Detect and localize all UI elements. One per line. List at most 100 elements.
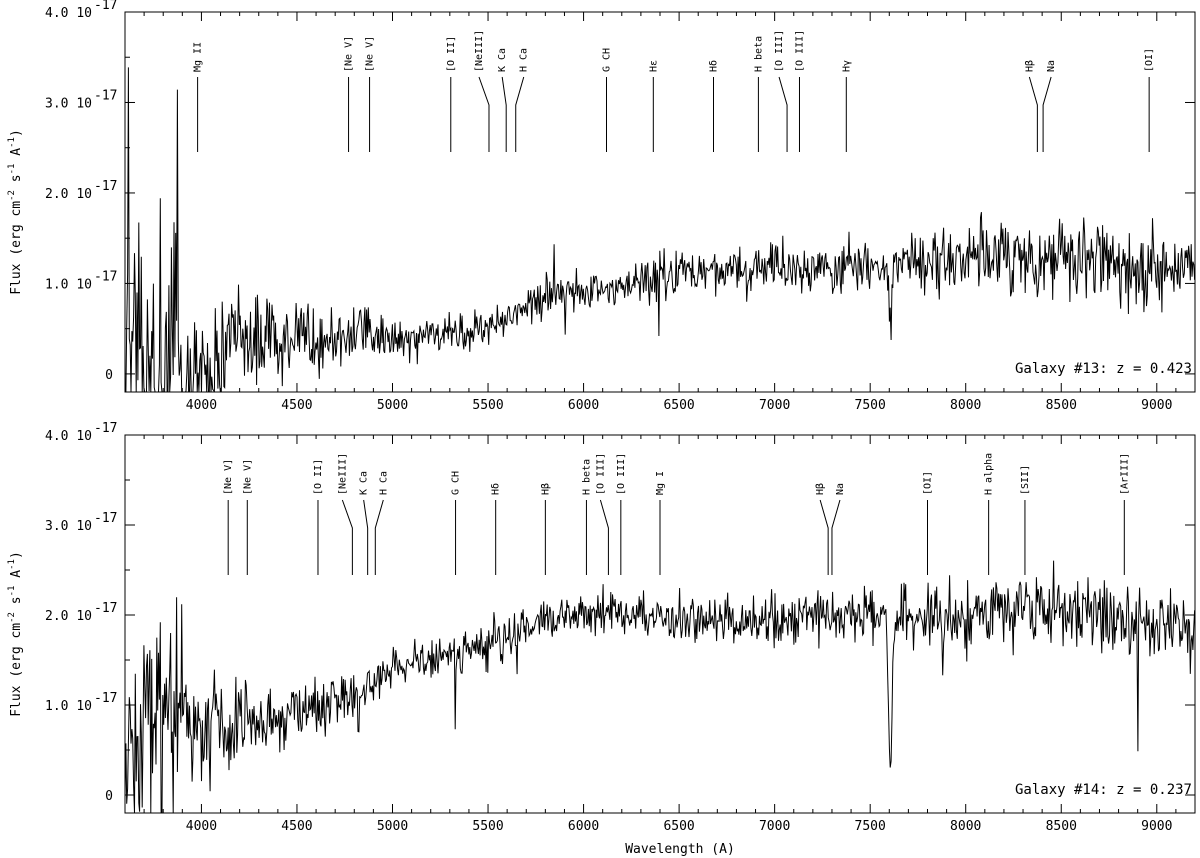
spectrum-line: [125, 67, 1196, 393]
y-tick-label: 4.0 10: [45, 6, 92, 21]
x-tick-label: 6500: [663, 819, 694, 834]
y-axis-title-part: -1: [7, 164, 17, 175]
x-tick-label: 4500: [281, 398, 312, 413]
spectrum-line: [124, 560, 1196, 814]
spectral-line-label: [OI]: [1144, 48, 1155, 72]
galaxy-label: Galaxy #13: z = 0.423: [1015, 361, 1192, 377]
y-tick-exponent: -17: [94, 88, 117, 103]
y-tick-exponent: -17: [94, 691, 117, 706]
spectral-line-label: H Ca: [378, 471, 389, 495]
spectral-line-marker: [478, 76, 490, 152]
y-axis-title-part: Flux (erg cm: [9, 201, 24, 295]
spectral-line-label: Hε: [648, 60, 659, 72]
y-tick-label: 1.0 10: [45, 277, 92, 292]
spectral-line-label: Mg II: [193, 42, 204, 72]
spectral-line-label: [SII]: [1020, 465, 1031, 495]
y-tick-exponent: -17: [94, 179, 117, 194]
y-tick-label: 3.0 10: [45, 519, 92, 534]
spectral-line-label: [O II]: [313, 459, 324, 495]
x-tick-label: 7500: [855, 819, 886, 834]
y-axis-title-part: s: [9, 596, 24, 612]
y-axis-title: Flux (erg cm-2 s-1 A-1): [7, 551, 24, 717]
galaxy-label: Galaxy #14: z = 0.237: [1015, 782, 1192, 798]
spectral-line-label: [O III]: [595, 453, 606, 495]
spectral-line-marker: [341, 499, 353, 575]
y-axis-title-part: A: [9, 570, 24, 586]
spectral-line-label: [O III]: [616, 453, 627, 495]
spectral-line-marker: [1028, 76, 1038, 152]
spectral-line-label: Na: [1046, 60, 1057, 72]
y-tick-exponent: -17: [94, 0, 117, 13]
spectral-line-label: Hδ: [491, 483, 502, 495]
spectral-line-label: [Ne V]: [344, 36, 355, 72]
y-tick-label: 2.0 10: [45, 609, 92, 624]
x-tick-label: 7500: [855, 398, 886, 413]
y-tick-label: 0: [105, 789, 113, 804]
y-axis-title-part: -2: [7, 190, 17, 201]
x-tick-label: 4000: [186, 819, 217, 834]
y-tick-label: 3.0 10: [45, 96, 92, 111]
spectral-line-marker: [778, 76, 788, 152]
y-axis-title-part: -1: [7, 586, 17, 597]
y-axis-title-part: -1: [7, 559, 17, 570]
x-tick-label: 9000: [1141, 819, 1172, 834]
spectral-line-label: [O III]: [794, 30, 805, 72]
x-tick-label: 7000: [759, 819, 790, 834]
spectral-line-label: Mg I: [655, 471, 666, 495]
spectral-line-label: [NeIII]: [474, 30, 485, 72]
y-axis-title-part: s: [9, 174, 24, 190]
x-tick-label: 8500: [1046, 819, 1077, 834]
spectral-line-label: H Ca: [519, 48, 530, 72]
spectral-line-label: [NeIII]: [337, 453, 348, 495]
y-axis-title-part: A: [9, 148, 24, 164]
y-axis-title-part: ): [9, 551, 24, 559]
spectral-line-label: [O II]: [446, 36, 457, 72]
spectral-line-label: H alpha: [984, 453, 995, 495]
x-tick-label: 6000: [568, 398, 599, 413]
x-tick-label: 8500: [1046, 398, 1077, 413]
spectral-line-label: [ArIII]: [1119, 453, 1130, 495]
x-tick-label: 8000: [950, 398, 981, 413]
spectral-line-label: G CH: [602, 48, 613, 72]
spectral-line-label: [O III]: [774, 30, 785, 72]
spectral-line-label: Hβ: [540, 483, 551, 495]
spectral-line-label: [Ne V]: [365, 36, 376, 72]
y-tick-label: 1.0 10: [45, 699, 92, 714]
y-axis-title: Flux (erg cm-2 s-1 A-1): [7, 129, 24, 295]
spectral-line-marker: [363, 499, 369, 575]
spectral-line-marker: [501, 76, 507, 152]
y-tick-label: 4.0 10: [45, 429, 92, 444]
spectral-line-label: H beta: [581, 459, 592, 495]
x-tick-label: 9000: [1141, 398, 1172, 413]
x-tick-label: 4000: [186, 398, 217, 413]
y-axis-title-part: ): [9, 129, 24, 137]
spectral-line-marker: [819, 499, 829, 575]
y-axis-title-part: -2: [7, 612, 17, 623]
spectral-line-label: Na: [835, 483, 846, 495]
y-axis-title-part: Flux (erg cm: [9, 623, 24, 717]
y-axis-title-part: -1: [7, 137, 17, 148]
x-tick-label: 5500: [472, 819, 503, 834]
y-tick-exponent: -17: [94, 601, 117, 616]
panel-galaxy-14: 4000 4500 5000 5500 6000 6500 7000 7500 8000 8500…: [7, 421, 1196, 834]
spectral-line-label: Hβ: [1024, 60, 1035, 72]
spectral-line-label: Hβ: [815, 483, 826, 495]
spectral-line-label: [Ne V]: [223, 459, 234, 495]
spectral-line-label: H beta: [753, 36, 764, 72]
x-tick-label: 8000: [950, 819, 981, 834]
x-tick-label: 6500: [663, 398, 694, 413]
y-tick-label: 2.0 10: [45, 187, 92, 202]
x-tick-label: 5000: [377, 398, 408, 413]
x-tick-label: 7000: [759, 398, 790, 413]
panel-galaxy-13: 4000 4500 5000 5500 6000 6500 7000 7500 8000 8500…: [7, 0, 1196, 413]
y-tick-label: 0: [105, 368, 113, 383]
x-tick-label: 5500: [472, 398, 503, 413]
y-tick-exponent: -17: [94, 269, 117, 284]
y-tick-exponent: -17: [94, 511, 117, 526]
x-tick-label: 5000: [377, 819, 408, 834]
spectral-line-label: Hγ: [841, 60, 852, 72]
spectral-line-label: K Ca: [359, 471, 370, 495]
x-tick-label: 4500: [281, 819, 312, 834]
spectral-line-label: [Ne V]: [242, 459, 253, 495]
